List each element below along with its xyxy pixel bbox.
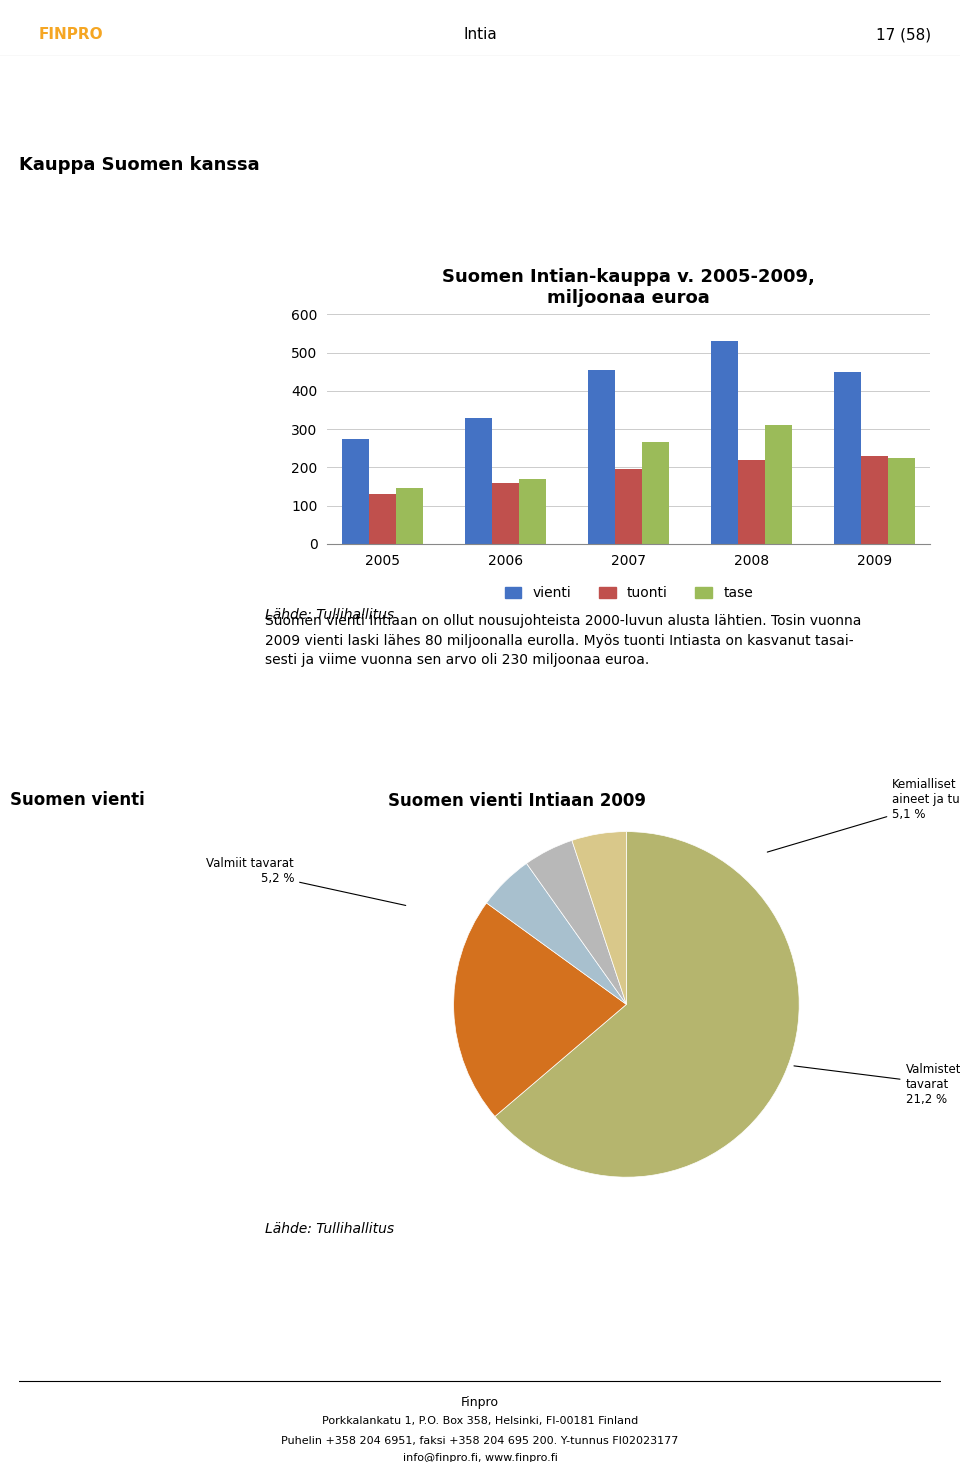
Bar [765,425,792,544]
Bar [370,494,396,544]
Wedge shape [454,904,627,1117]
Bar [834,371,861,544]
Wedge shape [526,841,627,1004]
Bar [642,443,669,544]
Text: 17 (58): 17 (58) [876,28,931,42]
Bar [396,488,423,544]
Text: Kauppa Suomen kanssa: Kauppa Suomen kanssa [19,156,260,174]
Bar [615,469,642,544]
Bar [588,370,615,544]
Bar [888,458,916,544]
Text: Lähde: Tullihallitus: Lähde: Tullihallitus [265,608,395,623]
Bar [861,456,888,544]
Text: Suomen vienti: Suomen vienti [10,791,144,810]
Text: Kemialliset
aineet ja tuotteet
5,1 %: Kemialliset aineet ja tuotteet 5,1 % [767,778,960,852]
Text: Valmistetut
tavarat
21,2 %: Valmistetut tavarat 21,2 % [794,1063,960,1105]
Text: Finpro: Finpro [461,1396,499,1409]
Text: Valmiit tavarat
5,2 %: Valmiit tavarat 5,2 % [206,858,406,905]
Wedge shape [487,864,627,1004]
Text: Puhelin +358 204 6951, faksi +358 204 695 200. Y-tunnus FI02023177: Puhelin +358 204 6951, faksi +358 204 69… [281,1436,679,1446]
Text: Suomen vienti Intiaan on ollut nousujohteista 2000-luvun alusta lähtien. Tosin v: Suomen vienti Intiaan on ollut nousujoht… [265,614,861,667]
Bar [342,439,370,544]
Text: Lähde: Tullihallitus: Lähde: Tullihallitus [265,1222,395,1237]
Bar [711,341,738,544]
Text: Intia: Intia [463,28,497,42]
Title: Suomen Intian-kauppa v. 2005-2009,
miljoonaa euroa: Suomen Intian-kauppa v. 2005-2009, miljo… [443,269,815,307]
Legend: vienti, tuonti, tase: vienti, tuonti, tase [499,580,758,605]
Bar [738,459,765,544]
Text: Suomen vienti Intiaan 2009: Suomen vienti Intiaan 2009 [388,792,646,810]
Text: Porkkalankatu 1, P.O. Box 358, Helsinki, FI-00181 Finland: Porkkalankatu 1, P.O. Box 358, Helsinki,… [322,1417,638,1427]
Text: FINPRO: FINPRO [38,28,103,42]
Bar [492,482,519,544]
Wedge shape [495,832,799,1177]
Bar [519,480,546,544]
Wedge shape [572,832,627,1004]
Bar [466,418,492,544]
Text: info@finpro.fi, www.finpro.fi: info@finpro.fi, www.finpro.fi [402,1453,558,1462]
